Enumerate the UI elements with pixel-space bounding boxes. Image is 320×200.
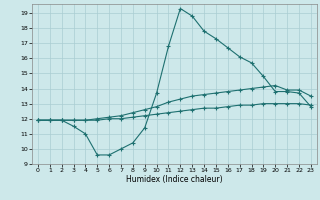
X-axis label: Humidex (Indice chaleur): Humidex (Indice chaleur) — [126, 175, 223, 184]
